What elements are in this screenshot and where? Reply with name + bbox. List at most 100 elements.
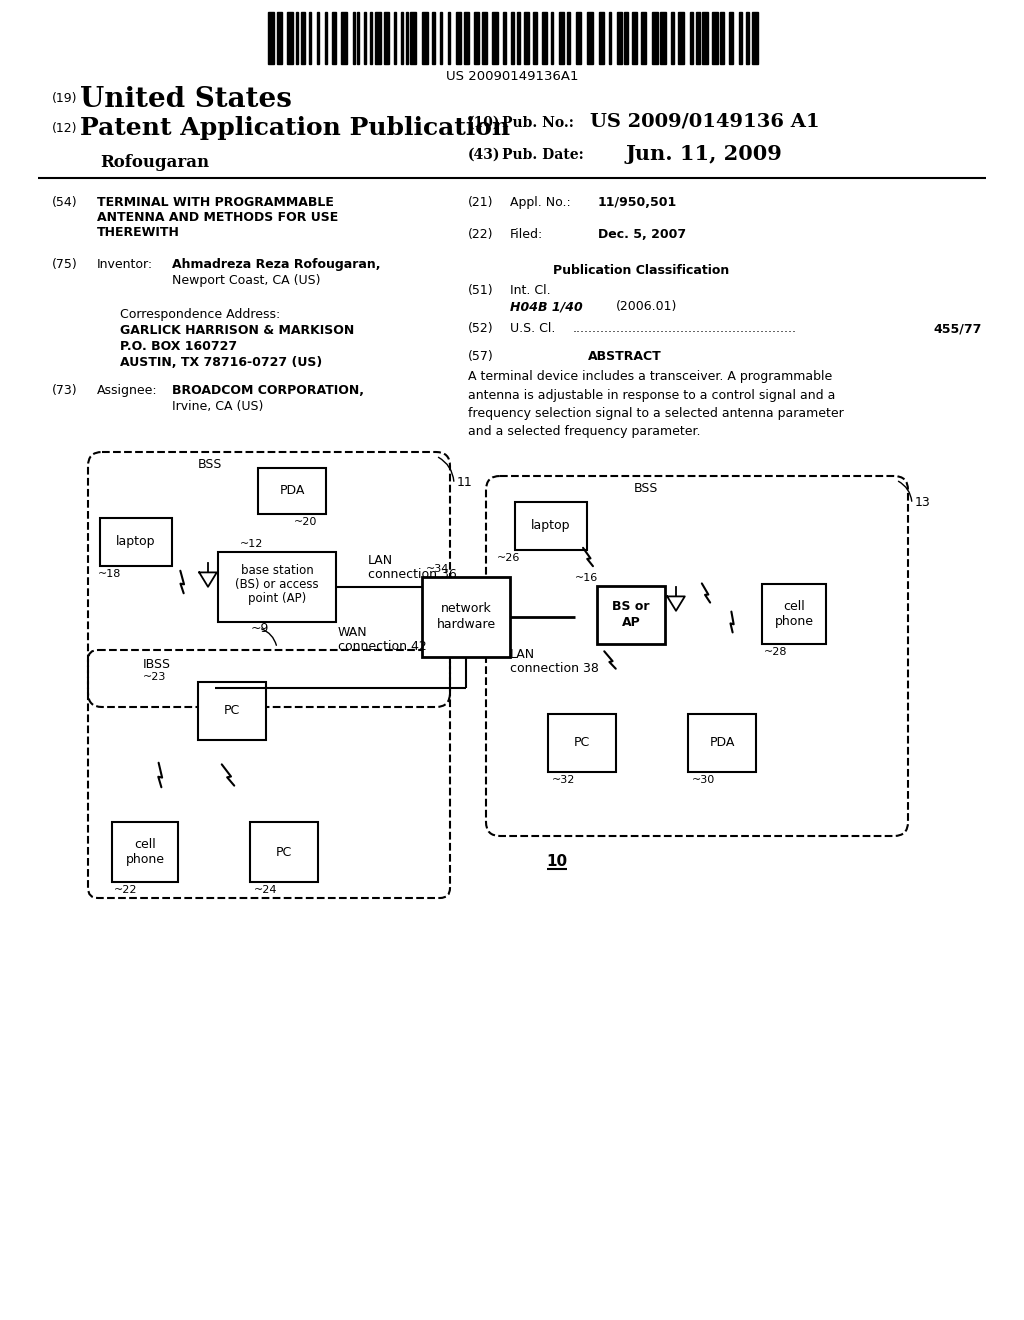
Bar xyxy=(559,12,564,63)
Text: 455/77: 455/77 xyxy=(933,322,981,335)
Bar xyxy=(739,12,742,63)
Text: Appl. No.:: Appl. No.: xyxy=(510,195,570,209)
Text: Correspondence Address:: Correspondence Address: xyxy=(120,308,281,321)
Text: ~16: ~16 xyxy=(575,573,598,583)
Bar xyxy=(218,552,336,622)
Text: (22): (22) xyxy=(468,228,494,242)
Text: ~28: ~28 xyxy=(764,647,787,657)
Bar xyxy=(624,12,628,63)
Text: (52): (52) xyxy=(468,322,494,335)
Text: (12): (12) xyxy=(52,121,78,135)
Text: (51): (51) xyxy=(468,284,494,297)
Bar xyxy=(567,12,570,63)
Bar xyxy=(503,12,506,63)
Text: phone: phone xyxy=(774,615,813,628)
Text: BSS: BSS xyxy=(634,482,658,495)
Bar xyxy=(474,12,479,63)
Text: GARLICK HARRISON & MARKISON: GARLICK HARRISON & MARKISON xyxy=(120,323,354,337)
Bar xyxy=(617,12,622,63)
Text: (43): (43) xyxy=(468,148,501,162)
Text: ........................................................: ........................................… xyxy=(573,322,797,335)
Text: (19): (19) xyxy=(52,92,78,106)
Text: A terminal device includes a transceiver. A programmable
antenna is adjustable i: A terminal device includes a transceiver… xyxy=(468,370,844,438)
Text: 10: 10 xyxy=(547,854,567,869)
Text: BS or: BS or xyxy=(612,601,650,614)
Text: THEREWITH: THEREWITH xyxy=(97,226,180,239)
Text: (73): (73) xyxy=(52,384,78,397)
Text: AP: AP xyxy=(622,616,640,630)
Text: US 20090149136A1: US 20090149136A1 xyxy=(445,70,579,83)
Bar xyxy=(599,12,604,63)
Bar xyxy=(652,12,658,63)
Bar xyxy=(432,12,435,63)
Text: (57): (57) xyxy=(468,350,494,363)
Text: United States: United States xyxy=(80,86,292,114)
Text: ~18: ~18 xyxy=(98,569,122,579)
Text: point (AP): point (AP) xyxy=(248,591,306,605)
Bar xyxy=(688,714,756,772)
Text: Rofougaran: Rofougaran xyxy=(100,154,209,172)
Bar xyxy=(309,12,311,63)
Text: PDA: PDA xyxy=(280,484,305,498)
Text: PC: PC xyxy=(275,846,292,858)
Bar xyxy=(384,12,389,63)
Text: ABSTRACT: ABSTRACT xyxy=(588,350,662,363)
Text: LAN: LAN xyxy=(510,648,536,661)
Text: Ahmadreza Reza Rofougaran,: Ahmadreza Reza Rofougaran, xyxy=(172,257,381,271)
Bar xyxy=(375,12,381,63)
Text: network: network xyxy=(440,602,492,615)
Bar xyxy=(332,12,336,63)
Text: P.O. BOX 160727: P.O. BOX 160727 xyxy=(120,341,238,352)
Bar xyxy=(524,12,529,63)
Bar xyxy=(325,12,327,63)
Text: Pub. No.:: Pub. No.: xyxy=(502,116,573,129)
Text: ~23: ~23 xyxy=(143,672,166,682)
Bar xyxy=(401,12,403,63)
Bar xyxy=(752,12,758,63)
Bar xyxy=(287,12,293,63)
Text: Newport Coast, CA (US): Newport Coast, CA (US) xyxy=(172,275,321,286)
Text: Filed:: Filed: xyxy=(510,228,544,242)
Text: (54): (54) xyxy=(52,195,78,209)
Text: (10): (10) xyxy=(468,116,501,129)
Bar xyxy=(394,12,396,63)
Bar xyxy=(678,12,684,63)
Text: (21): (21) xyxy=(468,195,494,209)
Text: Pub. Date:: Pub. Date: xyxy=(502,148,584,162)
Text: AUSTIN, TX 78716-0727 (US): AUSTIN, TX 78716-0727 (US) xyxy=(120,356,323,370)
Bar xyxy=(511,12,514,63)
Bar xyxy=(720,12,724,63)
Bar xyxy=(712,12,718,63)
Bar xyxy=(410,12,416,63)
Text: laptop: laptop xyxy=(117,536,156,549)
Bar xyxy=(422,577,510,657)
Text: 13: 13 xyxy=(915,496,931,510)
Text: cell: cell xyxy=(783,599,805,612)
Bar xyxy=(542,12,547,63)
Bar xyxy=(671,12,674,63)
Bar xyxy=(534,12,537,63)
Bar xyxy=(632,12,637,63)
Bar xyxy=(587,12,593,63)
Text: ANTENNA AND METHODS FOR USE: ANTENNA AND METHODS FOR USE xyxy=(97,211,338,224)
Text: Patent Application Publication: Patent Application Publication xyxy=(80,116,510,140)
Bar xyxy=(609,12,611,63)
Text: TERMINAL WITH PROGRAMMABLE: TERMINAL WITH PROGRAMMABLE xyxy=(97,195,334,209)
Text: (75): (75) xyxy=(52,257,78,271)
Text: hardware: hardware xyxy=(436,619,496,631)
Text: (2006.01): (2006.01) xyxy=(616,300,677,313)
Bar xyxy=(551,12,553,63)
Text: ~12: ~12 xyxy=(240,539,263,549)
Text: Jun. 11, 2009: Jun. 11, 2009 xyxy=(625,144,782,164)
Bar xyxy=(370,12,372,63)
Text: U.S. Cl.: U.S. Cl. xyxy=(510,322,555,335)
Bar xyxy=(696,12,700,63)
Bar xyxy=(702,12,708,63)
Text: ~26: ~26 xyxy=(497,553,520,564)
Text: base station: base station xyxy=(241,564,313,577)
Text: cell: cell xyxy=(134,837,156,850)
Bar xyxy=(641,12,646,63)
Bar xyxy=(112,822,178,882)
Text: phone: phone xyxy=(126,854,165,866)
Bar xyxy=(364,12,366,63)
